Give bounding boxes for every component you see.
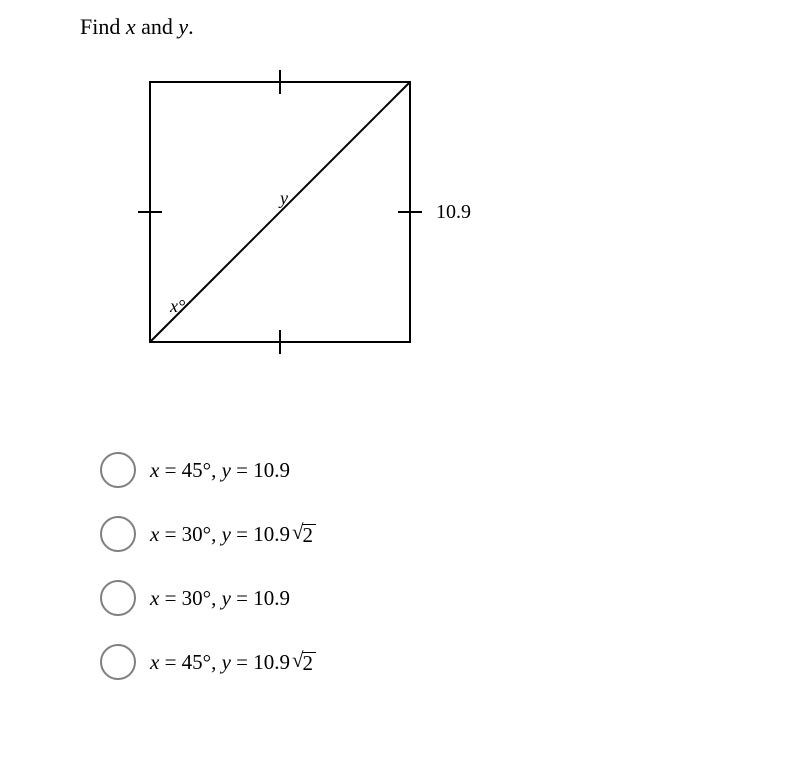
option-d-text: x = 45°, y = 10.9√2 [150, 650, 316, 675]
angle-label: x° [169, 296, 185, 316]
side-length-label: 10.9 [436, 201, 471, 223]
diagonal-line [150, 82, 410, 342]
radio-icon [100, 580, 136, 616]
question-prompt: Find x and y. [80, 14, 194, 40]
diagonal-label: y [278, 188, 288, 208]
q-var-y: y [178, 14, 188, 39]
option-c-text: x = 30°, y = 10.9 [150, 586, 290, 611]
q-suffix: . [188, 14, 194, 39]
option-b[interactable]: x = 30°, y = 10.9√2 [100, 516, 316, 552]
option-b-text: x = 30°, y = 10.9√2 [150, 522, 316, 547]
option-a[interactable]: x = 45°, y = 10.9 [100, 452, 316, 488]
option-a-text: x = 45°, y = 10.9 [150, 458, 290, 483]
sqrt-icon: √2 [292, 522, 316, 546]
q-mid: and [136, 14, 179, 39]
q-prefix: Find [80, 14, 126, 39]
radio-icon [100, 452, 136, 488]
sqrt-icon: √2 [292, 650, 316, 674]
diagram-svg: y x° 10.9 [120, 62, 500, 382]
geometry-diagram: y x° 10.9 [120, 62, 500, 382]
answer-options: x = 45°, y = 10.9 x = 30°, y = 10.9√2 x … [100, 452, 316, 708]
radio-icon [100, 516, 136, 552]
q-var-x: x [126, 14, 136, 39]
radio-icon [100, 644, 136, 680]
option-c[interactable]: x = 30°, y = 10.9 [100, 580, 316, 616]
option-d[interactable]: x = 45°, y = 10.9√2 [100, 644, 316, 680]
